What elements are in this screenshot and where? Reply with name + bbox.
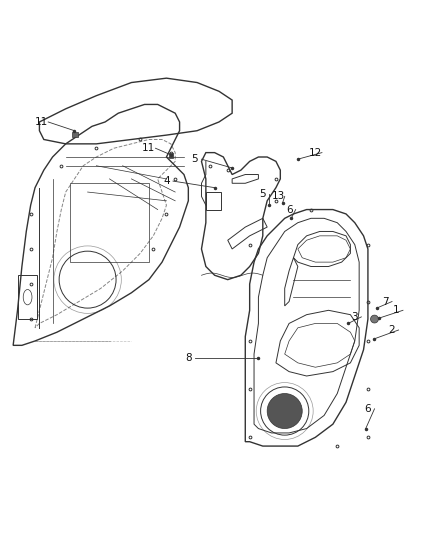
Text: 12: 12: [309, 148, 322, 158]
FancyBboxPatch shape: [169, 154, 173, 158]
Text: 4: 4: [163, 176, 170, 186]
Text: 5: 5: [259, 189, 266, 199]
Circle shape: [371, 315, 378, 323]
FancyBboxPatch shape: [72, 132, 78, 138]
Text: 6: 6: [286, 205, 293, 215]
Text: 3: 3: [351, 312, 358, 322]
Text: 2: 2: [389, 325, 396, 335]
Text: 11: 11: [35, 117, 48, 127]
Circle shape: [267, 393, 302, 429]
Text: 11: 11: [142, 143, 155, 154]
Text: 8: 8: [185, 353, 192, 364]
Text: 6: 6: [364, 404, 371, 414]
Text: 7: 7: [382, 296, 389, 306]
Text: 5: 5: [191, 154, 198, 164]
Text: 13: 13: [272, 191, 285, 201]
Text: 1: 1: [393, 305, 400, 316]
